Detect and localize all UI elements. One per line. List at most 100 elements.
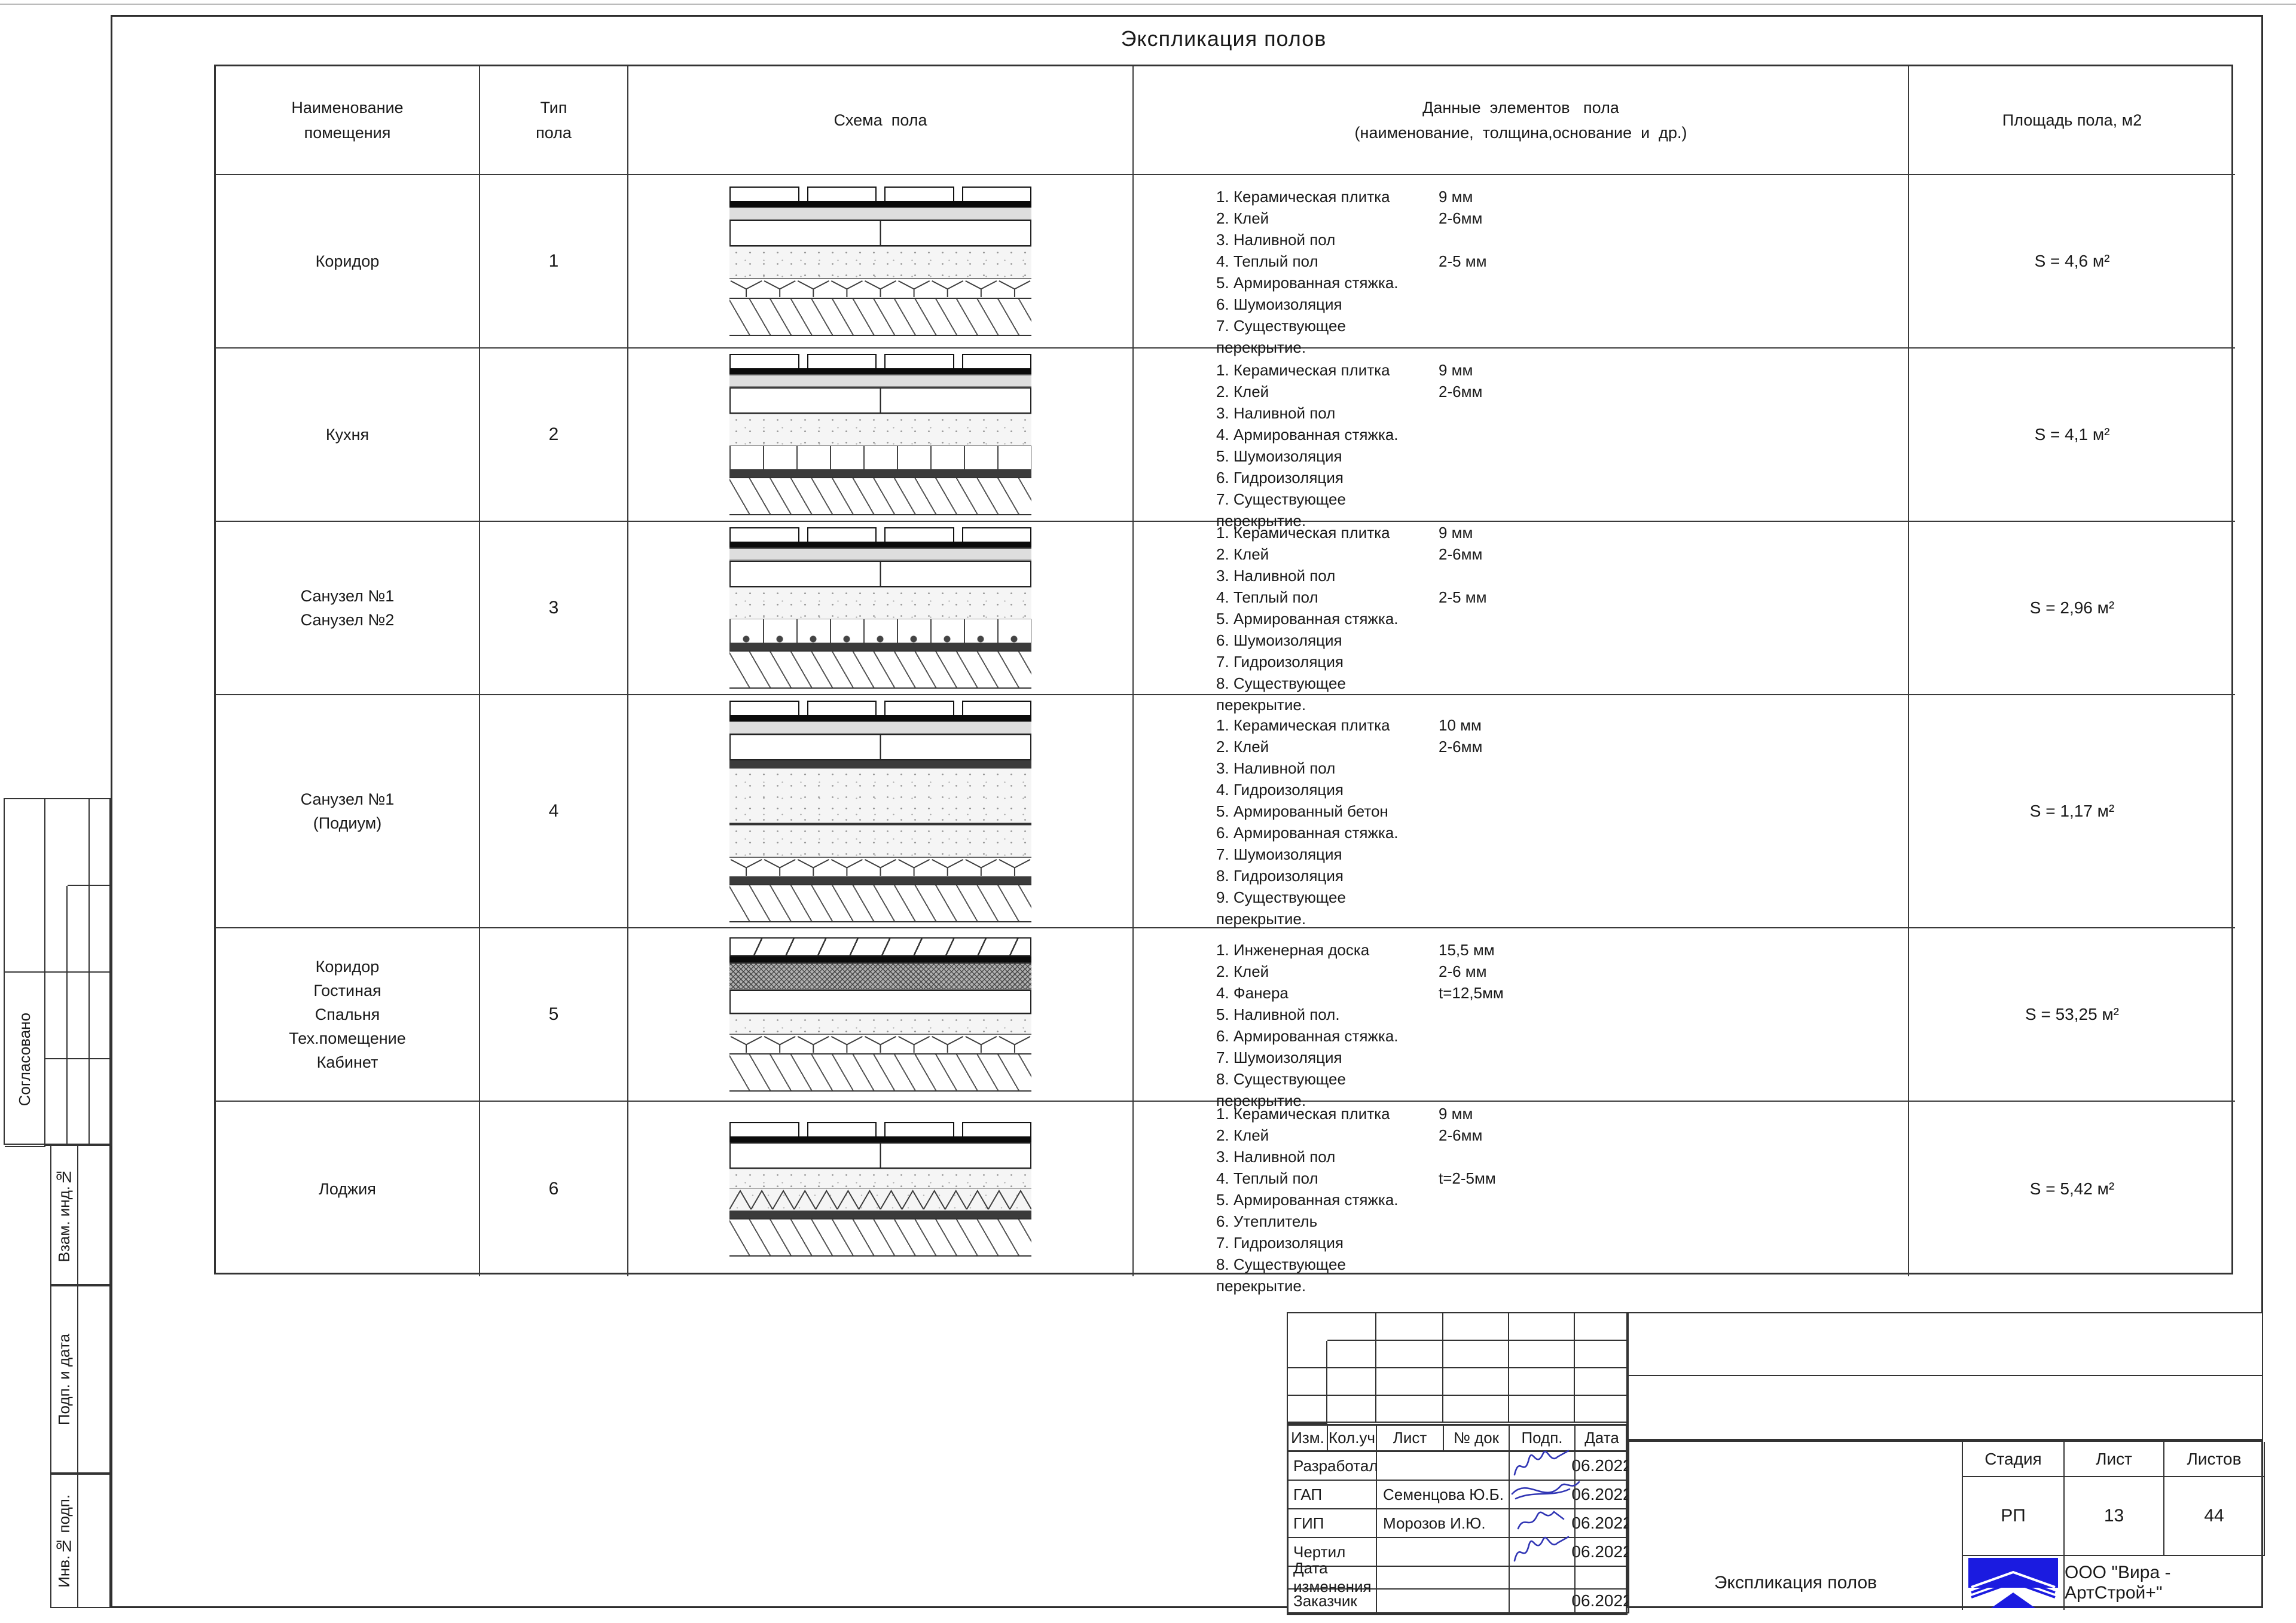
- layer-item-line: 5. Армированная стяжка.: [1216, 1189, 1908, 1211]
- layer-item-line: 2. Клей 2-6мм: [1216, 543, 1908, 565]
- scheme-layer-glue: [729, 201, 1031, 207]
- floor-layers-list: 1. Керамическая плитка 10 мм 2. Клей 2-6мм 3…: [1134, 695, 1909, 928]
- floor-explication-table: Наименование помещения Тип пола Схема по…: [214, 65, 2235, 1295]
- room-name: Кухня: [216, 349, 480, 522]
- layer-item-line: 5. Армированный бетон: [1216, 800, 1908, 822]
- scheme-layer-membrane: [729, 1210, 1031, 1218]
- empty-cell: [45, 1059, 68, 1146]
- scheme-layer-membrane: [729, 643, 1031, 650]
- floor-type-number: 5: [480, 928, 628, 1102]
- signature-rows: Разработал 06.2022 ГАП Семенцова Ю.Б. 06…: [1287, 1450, 1632, 1615]
- room-name: Коридор Гостиная Спальня Тех.помещение К…: [216, 928, 480, 1102]
- signature-scribble: [1510, 1450, 1576, 1481]
- room-name: Лоджия: [216, 1102, 480, 1276]
- layer-item-name: 8. Гидроизоляция: [1216, 867, 1344, 885]
- layer-item-line: 3. Наливной пол: [1216, 757, 1908, 779]
- person-name: [1377, 1538, 1510, 1567]
- layer-item-name: 2. Клей: [1216, 209, 1269, 227]
- floor-scheme-drawing: [628, 522, 1134, 695]
- layer-item-thickness: 10 мм: [1439, 716, 1482, 734]
- scheme-layer-thinline: [729, 823, 1031, 825]
- layer-item-line: 4. Теплый пол 2-5 мм: [1216, 586, 1908, 608]
- scheme-layer-hatch: [729, 1053, 1031, 1092]
- scheme-stack: [729, 354, 1031, 515]
- empty-cell: [90, 973, 112, 1059]
- layer-item-line: 7. Гидроизоляция: [1216, 651, 1908, 673]
- podp-data-label: Подп. и дата: [55, 1333, 73, 1426]
- stamp-box-blank-cell: [78, 1475, 109, 1607]
- tile: [729, 354, 799, 369]
- layer-item-thickness: 2-6мм: [1439, 383, 1483, 401]
- person-name: Морозов И.Ю.: [1377, 1509, 1510, 1538]
- layer-item-name: 2. Клей: [1216, 738, 1269, 756]
- tile: [729, 187, 799, 202]
- signature-scribble: [1510, 1536, 1576, 1567]
- layer-item-name: 3. Наливной пол: [1216, 404, 1336, 422]
- layer-item-name: 1. Керамическая плитка: [1216, 1105, 1390, 1123]
- layer-item-name: 1. Керамическая плитка: [1216, 524, 1390, 542]
- layer-item-thickness: 2-6 мм: [1439, 962, 1487, 980]
- floor-scheme-drawing: [628, 1102, 1134, 1276]
- empty-cell: [1376, 1396, 1443, 1423]
- layer-item-name: 6. Утеплитель: [1216, 1212, 1318, 1230]
- layer-item-line: 2. Клей 2-6мм: [1216, 736, 1908, 757]
- layer-item-line: 4. Армированная стяжка.: [1216, 424, 1908, 445]
- stage-header: Стадия: [1963, 1442, 2065, 1477]
- sheet-value: 13: [2065, 1477, 2164, 1556]
- tile: [961, 187, 1031, 202]
- col-header-area: Площадь пола, м2: [1909, 66, 2235, 175]
- signature-svg: [1513, 1536, 1570, 1562]
- sign-date: 06.2022: [1571, 1538, 1632, 1567]
- empty-cell: [90, 886, 112, 973]
- scheme-layer-gray: [729, 207, 1031, 220]
- scheme-layer-stipple2: [729, 1014, 1031, 1034]
- sheet-title: Экспликация полов: [1120, 26, 1327, 51]
- empty-cell: [1443, 1341, 1509, 1368]
- role-label: ГАП: [1289, 1481, 1377, 1509]
- layer-item-line: 1. Инженерная доска 15,5 мм: [1216, 939, 1908, 961]
- scheme-layer-whitesplit: [729, 561, 1031, 587]
- document-title: Экспликация полов: [1629, 1442, 1963, 1610]
- empty-cell: [1509, 1341, 1575, 1368]
- layer-item-name: 4. Армированная стяжка.: [1216, 426, 1399, 444]
- layer-item-line: 1. Керамическая плитка 9 мм: [1216, 186, 1908, 207]
- layer-item-name: 1. Керамическая плитка: [1216, 716, 1390, 734]
- tile: [807, 354, 877, 369]
- layer-item-thickness: t=12,5мм: [1439, 984, 1504, 1002]
- approval-empty-cell: [5, 799, 45, 973]
- layer-item-name: 6. Армированная стяжка.: [1216, 1027, 1399, 1045]
- role-label: ГИП: [1289, 1509, 1377, 1538]
- floor-type-number: 3: [480, 522, 628, 695]
- layer-item-line: 5. Армированная стяжка.: [1216, 272, 1908, 294]
- page-edge-line: [0, 4, 2296, 5]
- floor-scheme-drawing: [628, 175, 1134, 349]
- empty-cell: [1509, 1313, 1575, 1341]
- scheme-layer-whitesplit: [729, 733, 1031, 760]
- sign-date: 06.2022: [1571, 1481, 1632, 1509]
- layer-item-name: 7. Гидроизоляция: [1216, 653, 1344, 671]
- layer-item-name: 6. Шумоизоляция: [1216, 631, 1342, 649]
- scheme-layer-yband: [729, 857, 1031, 876]
- approved-label: Согласовано: [15, 1012, 33, 1107]
- layer-item-name: 3. Наливной пол: [1216, 567, 1336, 585]
- empty-cell: [1288, 1396, 1327, 1423]
- layer-item-name: 2. Клей: [1216, 545, 1269, 563]
- layer-item-line: 4. Гидроизоляция: [1216, 779, 1908, 800]
- scheme-layer-stipple: [729, 587, 1031, 619]
- empty-cell: [1376, 1368, 1443, 1396]
- layer-item-line: 5. Наливной пол.: [1216, 1004, 1908, 1025]
- empty-cell: [1443, 1313, 1509, 1341]
- stage-value: РП: [1963, 1477, 2065, 1556]
- floor-type-number: 4: [480, 695, 628, 928]
- empty-cell: [1327, 1313, 1376, 1341]
- layer-item-name: 2. Клей: [1216, 1126, 1269, 1144]
- layer-item-name: 7. Шумоизоляция: [1216, 845, 1342, 863]
- col-header-scheme: Схема пола: [628, 66, 1134, 175]
- scheme-layer-tiles: [729, 354, 1031, 369]
- person-name: [1377, 1452, 1510, 1481]
- designation-cell-bottom: [1628, 1375, 2263, 1440]
- scheme-layer-tiles: [729, 527, 1031, 543]
- layer-item-line: 7. Существующее перекрытие.: [1216, 488, 1908, 530]
- sign-date: [1576, 1567, 1629, 1590]
- scheme-layer-glue: [729, 1136, 1031, 1142]
